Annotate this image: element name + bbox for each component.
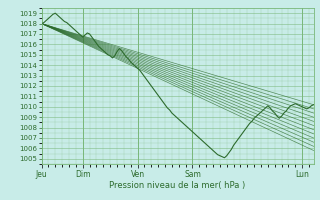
X-axis label: Pression niveau de la mer( hPa ): Pression niveau de la mer( hPa ) xyxy=(109,181,246,190)
